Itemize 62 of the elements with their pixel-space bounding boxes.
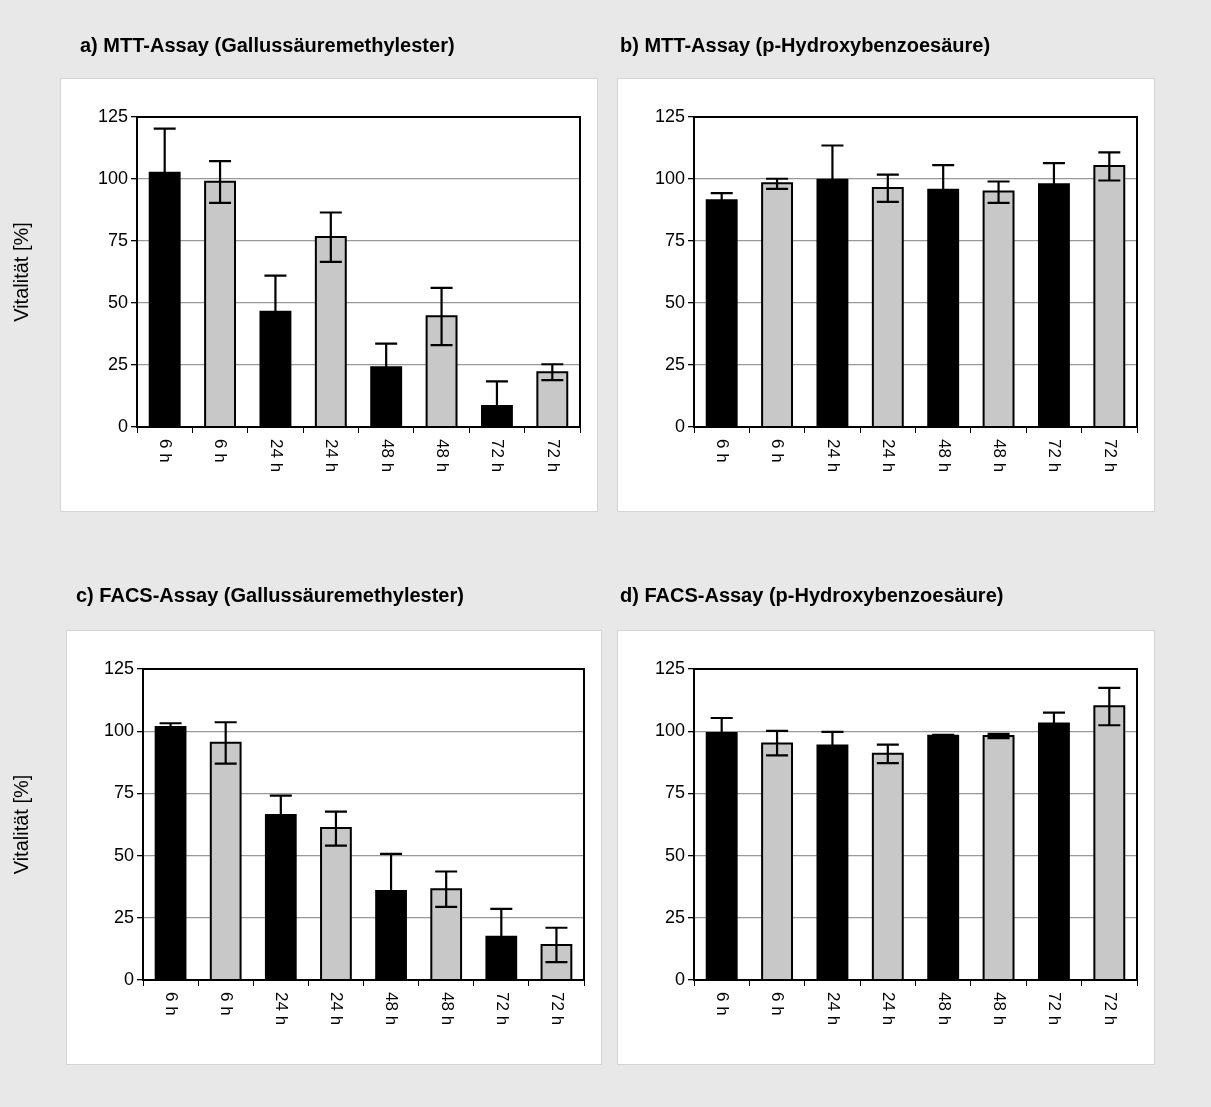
chart-title: a) MTT-Assay (Gallussäuremethylester) [80,34,455,57]
x-tick-label: 72 h [1100,992,1120,1026]
y-tick-label: 125 [103,657,134,678]
y-axis-title: Vitalität [%] [9,222,32,322]
y-tick-label: 100 [97,167,128,188]
x-tick-label: 48 h [377,439,397,473]
x-tick-label: 72 h [492,992,512,1026]
y-tick-label: 100 [654,720,685,741]
x-tick-label: 72 h [543,439,563,473]
chart-title: d) FACS-Assay (p-Hydroxybenzoesäure) [620,584,1004,607]
x-tick-label: 24 h [322,439,342,473]
y-tick-label: 50 [113,844,134,865]
x-tick-label: 6 h [768,439,788,463]
x-tick-label: 24 h [823,439,843,473]
chart-title: b) MTT-Assay (p-Hydroxybenzoesäure) [620,34,991,57]
y-axis-title: Vitalität [%] [9,774,32,875]
x-tick-label: 6 h [211,439,231,463]
y-tick-label: 125 [654,657,685,678]
y-tick-label: 75 [664,782,685,803]
y-tick-label: 25 [664,906,685,927]
x-tick-label: 24 h [879,992,899,1026]
x-tick-label: 24 h [327,992,347,1026]
x-tick-label: 72 h [1045,439,1065,473]
x-tick-label: 24 h [823,992,843,1026]
y-tick-label: 0 [123,968,134,989]
x-tick-label: 24 h [266,439,286,473]
x-tick-label: 24 h [272,992,292,1026]
y-tick-label: 125 [97,105,128,126]
y-tick-label: 100 [103,720,134,741]
x-tick-label: 6 h [156,439,175,463]
x-tick-label: 6 h [768,992,788,1016]
x-tick-label: 6 h [217,992,236,1016]
x-tick-label: 48 h [432,439,452,473]
x-tick-label: 48 h [437,992,457,1026]
x-tick-label: 72 h [488,439,508,473]
y-tick-label: 50 [107,291,128,312]
x-tick-label: 6 h [713,439,732,463]
x-tick-label: 72 h [1100,439,1120,473]
y-tick-label: 50 [664,844,685,865]
y-tick-label: 125 [654,105,685,126]
y-tick-label: 75 [113,782,134,803]
x-tick-label: 48 h [989,439,1009,473]
y-tick-label: 0 [674,968,685,989]
x-tick-label: 48 h [382,992,402,1026]
x-tick-label: 72 h [1045,992,1065,1026]
y-tick-label: 25 [113,906,134,927]
y-tick-label: 25 [107,353,128,374]
x-tick-label: 6 h [161,992,181,1016]
y-tick-label: 75 [664,229,685,250]
x-tick-label: 48 h [989,992,1009,1026]
y-tick-label: 0 [117,415,128,436]
y-tick-label: 50 [664,291,685,312]
y-tick-label: 75 [107,229,128,250]
y-tick-label: 100 [654,167,685,188]
chart-title: c) FACS-Assay (Gallussäuremethylester) [76,584,464,607]
x-tick-label: 72 h [547,992,567,1026]
y-tick-label: 0 [674,415,685,436]
x-tick-label: 48 h [934,992,954,1026]
x-tick-label: 24 h [879,439,899,473]
y-tick-label: 25 [664,353,685,374]
x-tick-label: 48 h [934,439,954,473]
x-tick-label: 6 h [713,992,732,1016]
